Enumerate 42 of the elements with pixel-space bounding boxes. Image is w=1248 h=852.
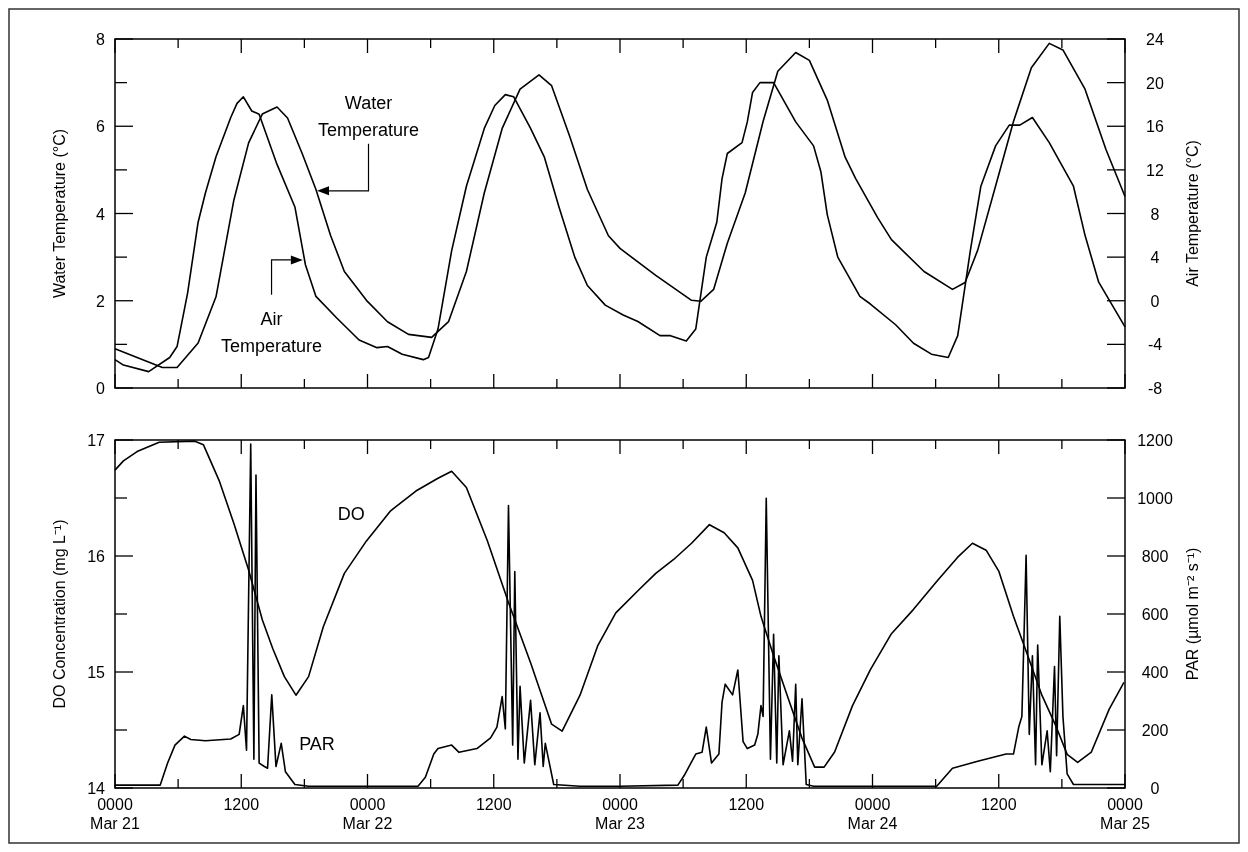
y-tick-label: 14 [87, 780, 106, 797]
y2-tick-label: 16 [1146, 118, 1164, 136]
y2-tick-label: 0 [1150, 780, 1160, 797]
y-tick-label: 8 [96, 31, 106, 48]
y2-tick-label: 1000 [1137, 490, 1173, 507]
y2-tick-label: 20 [1146, 74, 1164, 92]
y-axis-title: DO Concentration (mg L⁻¹) [51, 519, 68, 709]
y2-tick-label: -4 [1147, 336, 1163, 354]
y2-tick-label: 4 [1150, 249, 1160, 267]
x-tick-label: 1200 [980, 796, 1017, 813]
x-tick-label: 1200 [728, 796, 765, 813]
series-label: DO [337, 504, 365, 525]
x-tick-label: 0000 Mar 22 [342, 796, 393, 832]
y-tick-label: 2 [96, 292, 106, 310]
y-tick-label: 16 [87, 548, 106, 565]
x-tick-label: 0000 Mar 21 [90, 796, 140, 832]
y2-tick-label: 600 [1141, 606, 1169, 623]
y-tick-label: 6 [96, 118, 106, 136]
series-label: Water Temperature [317, 92, 420, 140]
x-tick-label: 1200 [475, 796, 512, 813]
x-tick-label: 0000 Mar 23 [595, 796, 645, 832]
y2-axis-title: Air Temperature (°C) [1184, 140, 1201, 287]
x-tick-label: 0000 Mar 24 [847, 796, 898, 832]
y2-tick-label: 400 [1141, 664, 1169, 681]
legend-label: Air Temperature [221, 309, 323, 357]
y2-tick-label: 800 [1141, 548, 1169, 565]
y-tick-label: 4 [96, 205, 106, 223]
y2-axis-title: PAR (µmol m⁻² s⁻¹) [1184, 547, 1201, 681]
y-tick-label: 17 [87, 432, 106, 449]
series-label: PAR [299, 733, 335, 754]
y2-tick-label: -8 [1147, 380, 1163, 397]
y2-tick-label: 24 [1146, 31, 1164, 48]
x-tick-label: 1200 [223, 796, 260, 813]
y-axis-title: Water Temperature (°C) [51, 128, 68, 299]
y2-tick-label: 8 [1150, 205, 1160, 223]
y2-tick-label: 12 [1146, 161, 1164, 179]
x-tick-label: 0000 Mar 25 [1100, 796, 1150, 832]
y2-tick-label: 200 [1141, 722, 1169, 739]
y2-tick-label: 0 [1150, 292, 1160, 310]
y2-tick-label: 1200 [1137, 432, 1173, 449]
y-tick-label: 0 [96, 380, 106, 397]
y-tick-label: 15 [87, 664, 106, 681]
